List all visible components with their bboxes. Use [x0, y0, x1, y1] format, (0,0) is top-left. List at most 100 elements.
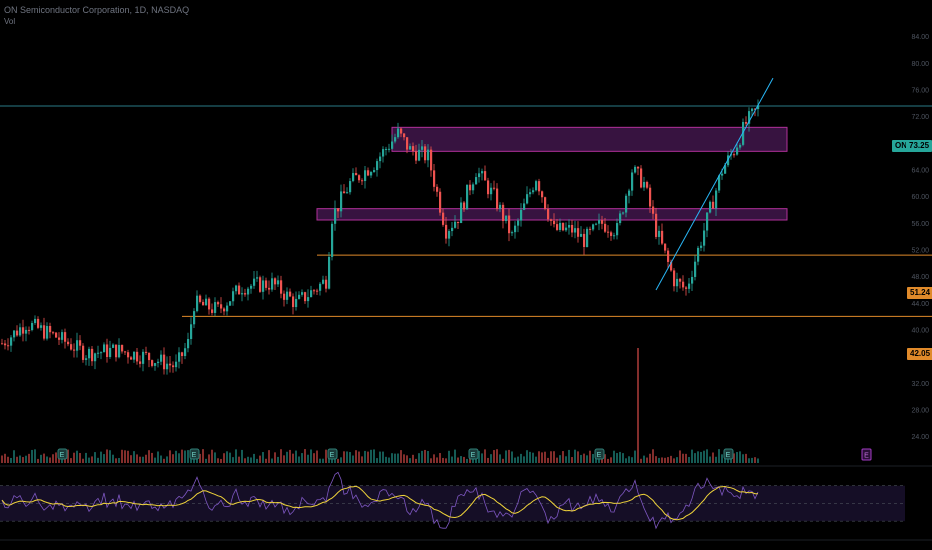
candle-body: [658, 230, 661, 237]
symbol-tag: ON: [892, 140, 910, 152]
volume-bar: [694, 453, 696, 463]
volume-bar: [61, 457, 63, 463]
volume-bar: [79, 452, 81, 463]
volume-bar: [385, 456, 387, 463]
volume-bar: [226, 451, 228, 463]
candle-body: [256, 277, 259, 279]
candle-body: [316, 290, 319, 292]
volume-bar: [337, 458, 339, 463]
volume-bar: [532, 452, 534, 463]
candle-body: [619, 213, 622, 224]
price-candles: [1, 99, 760, 375]
zone-rect: [391, 126, 788, 152]
candle-body: [406, 137, 409, 150]
volume-bar: [517, 456, 519, 463]
candle-body: [109, 347, 112, 357]
candle-body: [436, 186, 439, 192]
candle-body: [547, 208, 550, 220]
volume-bar: [358, 451, 360, 463]
volume-bar: [130, 455, 132, 463]
candle-body: [586, 228, 589, 248]
volume-bar: [340, 457, 342, 463]
volume-bar: [535, 456, 537, 463]
candle-body: [418, 149, 421, 161]
volume-bar: [265, 458, 267, 463]
volume-bar: [175, 450, 177, 463]
candle-body: [79, 340, 82, 346]
candle-body: [631, 172, 634, 191]
candle-body: [325, 279, 328, 289]
volume-bar: [370, 449, 372, 463]
candle-body: [664, 243, 667, 251]
candle-body: [544, 197, 547, 209]
y-tick-label: 72.00: [911, 114, 929, 121]
volume-bar: [499, 454, 501, 463]
candle-body: [217, 302, 220, 305]
candle-body: [241, 293, 244, 295]
candle-body: [553, 220, 556, 225]
candle-body: [607, 231, 610, 233]
candle-body: [235, 285, 238, 292]
candle-body: [643, 181, 646, 188]
volume-bar: [82, 458, 84, 463]
candle-body: [511, 232, 514, 234]
y-tick-label: 84.00: [911, 34, 929, 41]
candle-body: [709, 201, 712, 213]
candle-body: [514, 225, 517, 233]
candle-body: [31, 323, 34, 331]
volume-bar: [88, 457, 90, 463]
candle-body: [160, 354, 163, 362]
candle-body: [361, 180, 364, 182]
candle-body: [481, 171, 484, 174]
candle-body: [289, 291, 292, 297]
volume-bar: [418, 453, 420, 463]
volume-bar: [94, 452, 96, 463]
candle-body: [409, 146, 412, 150]
volume-bar: [76, 450, 78, 463]
candle-body: [391, 141, 394, 149]
volume-bar: [637, 348, 639, 463]
candle-body: [64, 332, 67, 342]
volume-bar: [496, 449, 498, 463]
volume-bar: [484, 449, 486, 463]
candle-body: [370, 172, 373, 176]
volume-bar: [163, 458, 165, 463]
volume-bar: [229, 452, 231, 463]
volume-bar: [718, 449, 720, 463]
candle-body: [163, 354, 166, 370]
volume-bar: [70, 458, 72, 463]
candle-body: [673, 270, 676, 287]
candle-body: [220, 304, 223, 309]
y-tick-label: 64.00: [911, 168, 929, 175]
candle-body: [541, 191, 544, 198]
volume-bar: [214, 452, 216, 463]
candle-body: [580, 233, 583, 237]
candle-body: [82, 345, 85, 360]
volume-bar: [391, 453, 393, 463]
volume-bar: [250, 457, 252, 463]
candle-body: [295, 298, 298, 308]
volume-bar: [571, 457, 573, 463]
volume-bar: [304, 449, 306, 463]
earnings-badge: [57, 448, 68, 460]
candle-body: [265, 280, 268, 288]
candle-body: [328, 256, 331, 289]
candle-body: [400, 128, 403, 134]
candle-body: [661, 230, 664, 244]
candle-body: [703, 230, 706, 246]
candle-body: [259, 277, 262, 292]
candle-body: [151, 360, 154, 366]
earnings-badge: [594, 448, 605, 460]
volume-bar: [502, 458, 504, 463]
volume-bar: [592, 453, 594, 463]
volume-bar: [466, 458, 468, 463]
volume-bar: [196, 456, 198, 463]
y-tick-label: 56.00: [911, 221, 929, 228]
volume-bar: [379, 451, 381, 463]
candle-body: [70, 344, 73, 350]
volume-bar: [574, 449, 576, 463]
volume-bar: [526, 450, 528, 463]
volume-bar: [388, 457, 390, 463]
volume-bar: [457, 457, 459, 463]
